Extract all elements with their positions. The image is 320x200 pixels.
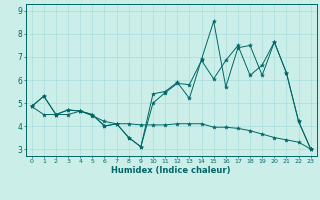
X-axis label: Humidex (Indice chaleur): Humidex (Indice chaleur) <box>111 166 231 175</box>
